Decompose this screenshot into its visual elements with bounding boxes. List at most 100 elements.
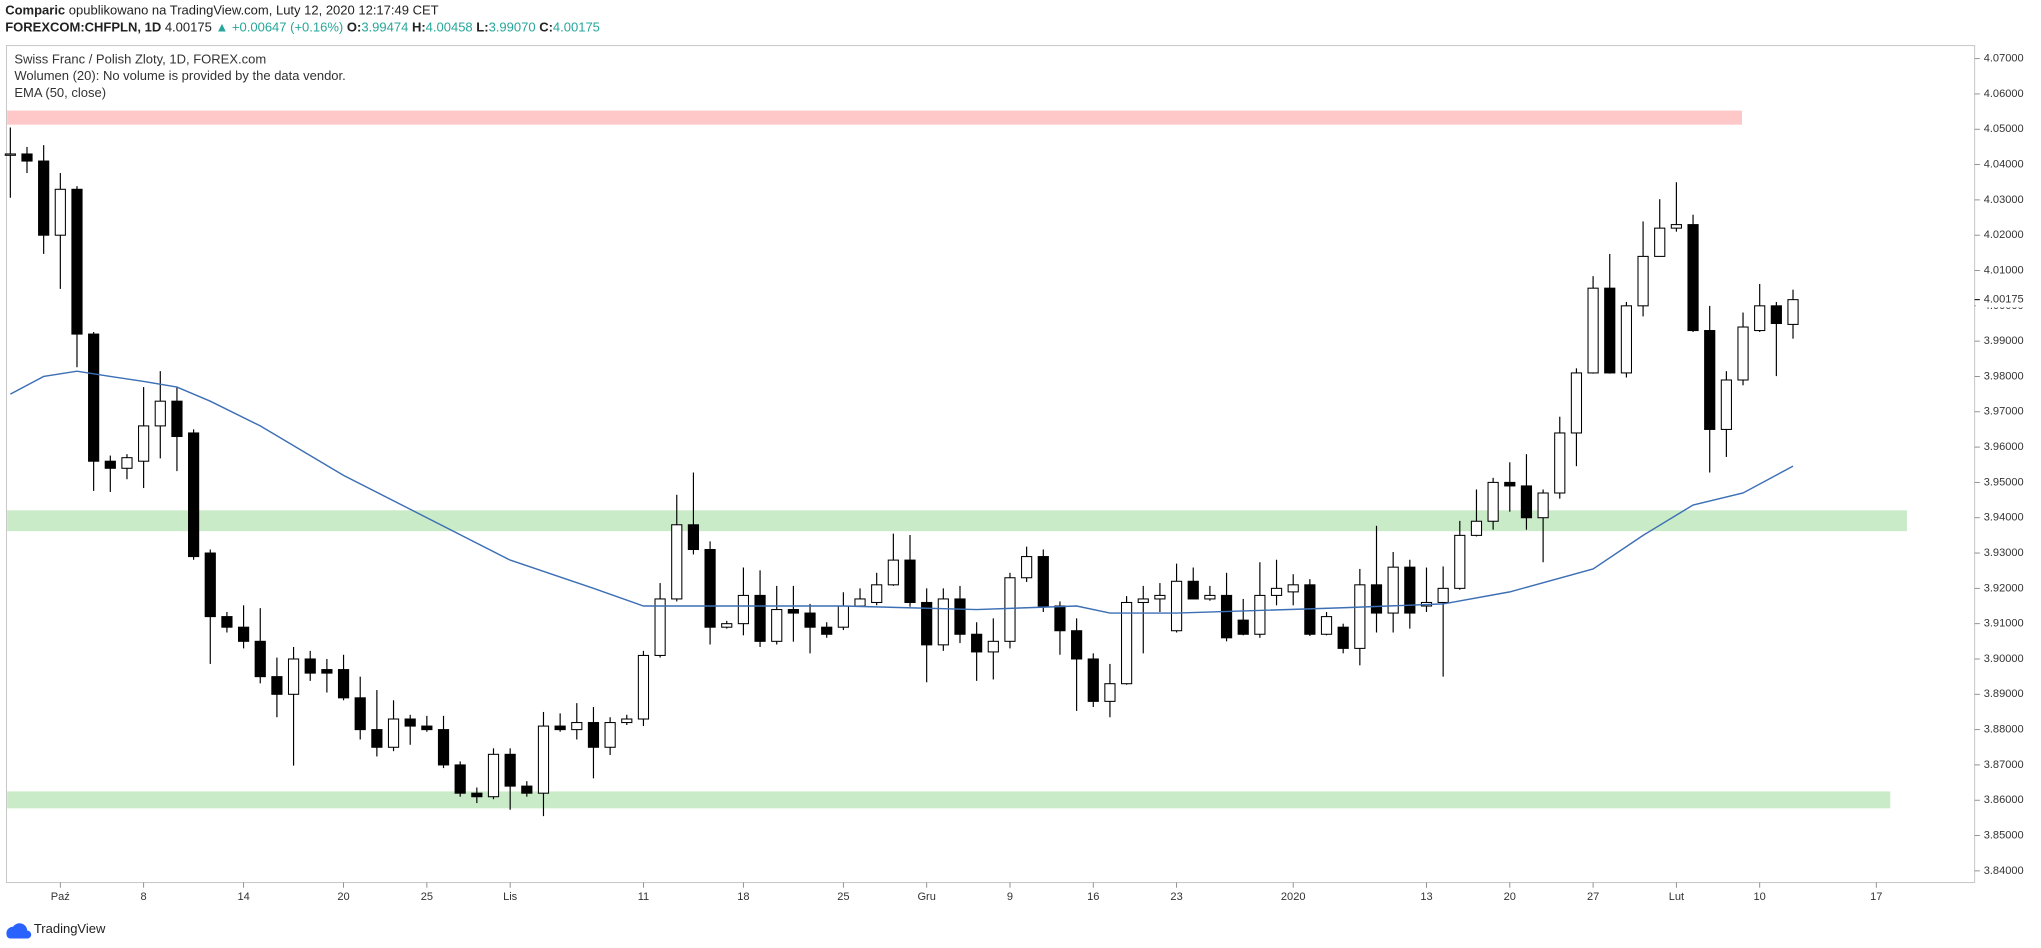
y-tick-label: 4.03000 [1984,194,2024,206]
y-tick-label: 3.87000 [1984,759,2024,771]
candle-body [1021,556,1033,579]
candle-body [1120,601,1133,685]
ohlc-value: 4.00175 [553,20,600,35]
candle-body [1370,584,1383,614]
candle-body [54,188,66,236]
candle-body [1287,584,1299,593]
candle-body [1320,616,1333,635]
price: 4.00175 [165,20,212,35]
candle-body [4,153,16,156]
footer-brand: TradingView [34,921,106,936]
candle-body [554,725,566,731]
candle-body [21,153,33,162]
candle-body [1154,594,1166,600]
candle-body [71,188,83,335]
candle-body [1220,594,1233,639]
candle-body [921,601,933,646]
ohlc-label: C: [539,20,553,35]
y-tick-label: 3.91000 [1984,618,2024,630]
candle-body [1770,305,1782,325]
candle-body [987,640,999,653]
y-tick-label: 4.07000 [1984,53,2024,65]
y-tick-label: 3.89000 [1984,688,2024,700]
y-tick-label: 4.06000 [1984,88,2024,100]
candle-body [654,598,666,656]
x-tick-label: 18 [737,891,749,903]
y-tick-label: 3.85000 [1984,829,2024,841]
candle-body [704,548,716,628]
candle-body [504,753,516,787]
candle-body [88,333,100,462]
candle-body [487,753,500,798]
x-tick-label: 27 [1587,891,1599,903]
candle-body [954,598,966,635]
last-price-label: 4.00175 [1984,294,2024,306]
candle-body [237,626,250,642]
y-tick-label: 3.97000 [1984,406,2024,418]
candle-body [671,524,683,600]
candle-body [837,605,849,628]
ohlc-label: O: [347,20,361,35]
candle-body [104,460,116,469]
candle-body [387,718,400,748]
candle-body [371,729,383,748]
candle-body [821,626,833,635]
x-tick-label: Paź [51,891,70,903]
candle-body [138,425,150,462]
symbol: FOREXCOM:CHFPLN, 1D [5,20,161,35]
candle-body [354,697,366,731]
x-tick-label: Gru [917,891,935,903]
candle-body [1487,481,1499,522]
candle-body [404,718,416,727]
candle-body [687,524,700,551]
y-tick-label: 3.86000 [1984,794,2024,806]
y-tick-label: 3.96000 [1984,441,2024,453]
change: ▲ +0.00647 (+0.16%) [215,20,343,35]
candle-body [937,598,949,646]
candle-body [521,785,533,794]
candle-body [1537,492,1549,519]
candle-body [854,598,866,607]
candle-body [754,594,766,642]
candle-body [337,669,350,699]
candle-body [188,432,200,558]
candle-body [1054,605,1066,632]
candle-body [871,584,883,603]
candle-body [537,725,550,794]
candle-body [454,764,466,794]
candle-body [737,594,750,625]
candle-body [587,722,600,748]
candle-body [571,722,583,731]
candle-body [1520,485,1533,519]
zone [7,791,1891,809]
candle-body [271,676,283,695]
published: opublikowano na TradingView.com, Luty 12… [69,3,439,18]
subtitle: Wolumen (20): No volume is provided by t… [14,68,345,83]
candle-body [1637,255,1649,307]
candle-body [1187,580,1199,600]
ohlc-value: 4.00458 [426,20,473,35]
x-tick-label: Lut [1669,891,1684,903]
candle-body [1787,299,1799,325]
y-tick-label: 4.02000 [1984,229,2024,241]
candle-body [471,792,483,798]
zone [7,110,1743,125]
candle-body [887,559,899,586]
candle-body [1470,520,1483,536]
plot: 3.84000 3.85000 3.86000 3.87000 3.88000 3.890… [4,53,2036,903]
chart-title: Swiss Franc / Polish Zloty, 1D, FOREX.co… [14,51,266,66]
x-tick-label: 8 [141,891,147,903]
header-line-1: Comparic opublikowano na TradingView.com… [5,3,438,18]
zone [7,510,1907,532]
candle-body [171,400,183,438]
candle-body [254,640,266,678]
y-tick-label: 3.99000 [1984,335,2024,347]
candle-body [1654,227,1666,257]
candle-body [1004,577,1016,642]
candle-body [121,457,133,469]
x-tick-label: 11 [638,891,649,903]
candle-body [604,722,616,748]
candle-body [804,612,816,628]
candle-body [904,559,916,603]
x-tick-label: 2020 [1281,891,1306,903]
